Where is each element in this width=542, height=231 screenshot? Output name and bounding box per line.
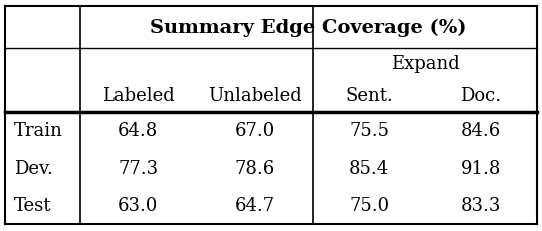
Text: 78.6: 78.6 xyxy=(235,159,275,177)
Text: Doc.: Doc. xyxy=(460,86,501,104)
Text: 63.0: 63.0 xyxy=(118,196,158,214)
Text: Sent.: Sent. xyxy=(345,86,393,104)
Text: Train: Train xyxy=(14,122,63,140)
Text: 91.8: 91.8 xyxy=(461,159,501,177)
Text: 75.0: 75.0 xyxy=(349,196,389,214)
Text: 64.7: 64.7 xyxy=(235,196,275,214)
Text: 67.0: 67.0 xyxy=(235,122,275,140)
Text: 64.8: 64.8 xyxy=(118,122,158,140)
Text: 83.3: 83.3 xyxy=(461,196,501,214)
Text: Dev.: Dev. xyxy=(14,159,53,177)
Text: Summary Edge Coverage (%): Summary Edge Coverage (%) xyxy=(150,19,467,37)
Text: 77.3: 77.3 xyxy=(118,159,158,177)
Text: Unlabeled: Unlabeled xyxy=(208,86,302,104)
Text: 85.4: 85.4 xyxy=(349,159,389,177)
Text: 84.6: 84.6 xyxy=(461,122,501,140)
Text: 75.5: 75.5 xyxy=(349,122,389,140)
Text: Test: Test xyxy=(14,196,52,214)
Text: Labeled: Labeled xyxy=(102,86,175,104)
Text: Expand: Expand xyxy=(391,55,460,73)
